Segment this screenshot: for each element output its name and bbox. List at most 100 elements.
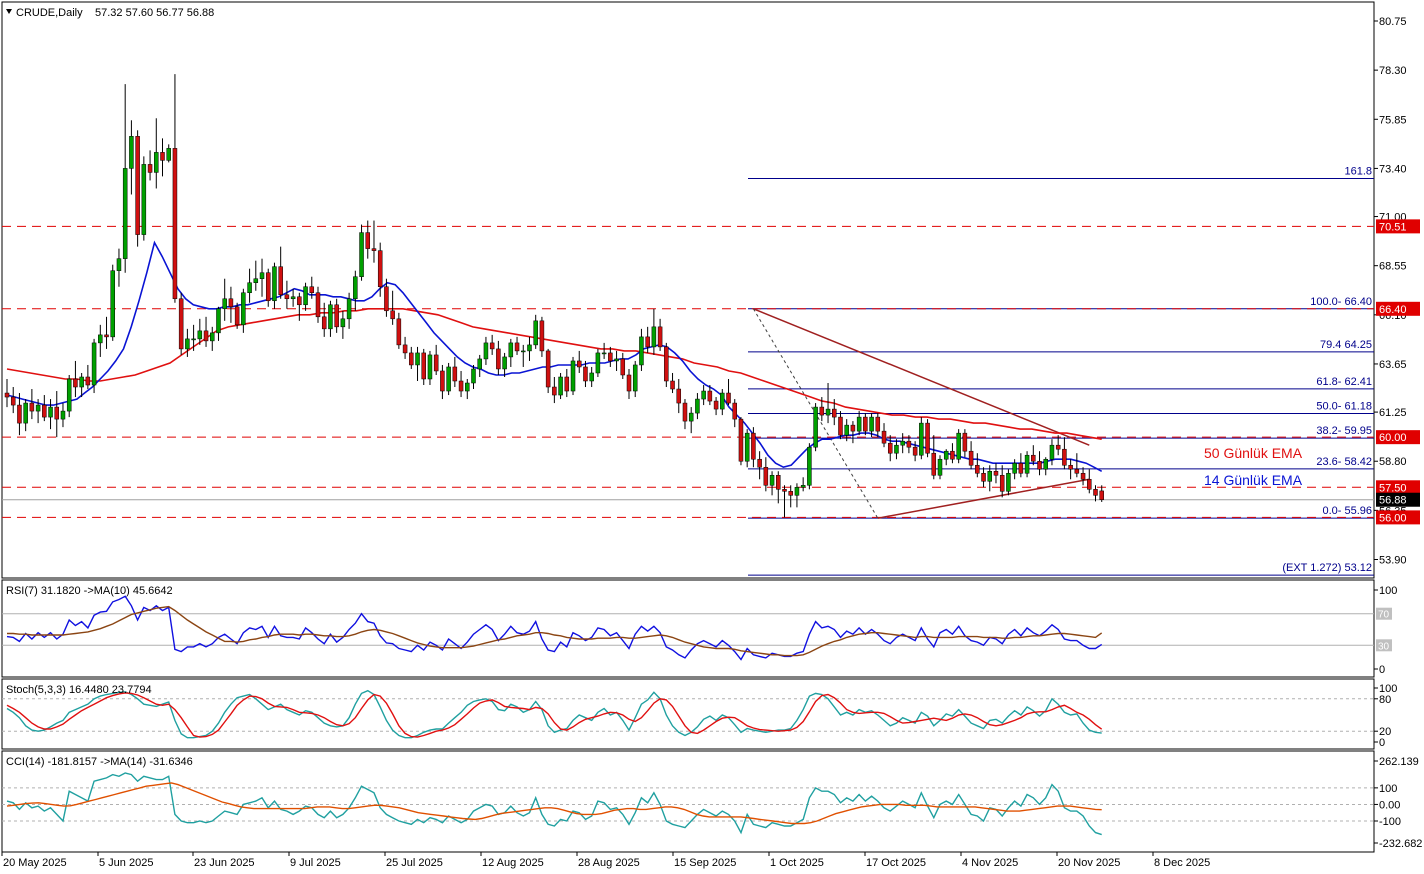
candle	[353, 270, 358, 311]
candle-body	[129, 136, 134, 169]
candle	[203, 316, 209, 347]
candle-body	[713, 400, 719, 410]
cci-panel[interactable]: 262.139 100 0.00 -100 -232.682 CCI(14) -181.8…	[1, 750, 1422, 853]
candle-body	[496, 348, 501, 370]
time-tick-label: 17 Oct 2025	[866, 857, 926, 869]
candle-body	[4, 392, 10, 398]
candle	[328, 300, 333, 337]
price-panel[interactable]: 80.7578.3075.8573.4071.0068.5566.1063.65…	[1, 1, 1420, 579]
candle	[415, 346, 420, 382]
candle	[620, 352, 626, 379]
dropdown-triangle-icon[interactable]	[6, 9, 12, 14]
candle	[259, 258, 265, 297]
time-tick-label: 23 Jun 2025	[194, 857, 255, 869]
candle-body	[253, 278, 259, 283]
candle-body	[825, 408, 831, 416]
candle	[321, 302, 327, 337]
candle	[309, 276, 315, 299]
candle	[825, 383, 831, 424]
candle	[564, 368, 570, 398]
candle	[950, 443, 955, 464]
candle	[794, 483, 800, 508]
candle-body	[346, 298, 352, 320]
candle-body	[303, 286, 308, 306]
stoch-frame	[1, 678, 1375, 750]
level-price-label: 56.00	[1379, 512, 1407, 524]
time-tick-label: 20 May 2025	[3, 857, 67, 869]
candle	[66, 374, 72, 418]
candle	[838, 411, 843, 440]
candle-body	[210, 332, 215, 342]
candle-body	[191, 338, 196, 341]
candle-body	[42, 404, 47, 418]
rising-trendline	[877, 478, 1090, 519]
rsi-level-label: 70	[1378, 610, 1390, 621]
candle	[452, 356, 458, 388]
candle	[297, 292, 302, 321]
candle-body	[427, 354, 433, 380]
candle	[999, 465, 1005, 498]
candle	[85, 364, 91, 390]
candle-body	[794, 487, 800, 496]
candle-body	[906, 440, 912, 448]
candle	[508, 338, 514, 367]
candle	[1074, 453, 1080, 478]
candle-body	[85, 376, 91, 386]
candle	[315, 286, 321, 323]
candle	[228, 286, 234, 323]
candle-body	[757, 458, 762, 468]
candle-body	[203, 330, 209, 342]
cci-tick-label: 262.139	[1379, 756, 1419, 768]
candle-body	[185, 338, 190, 350]
candle-body	[701, 390, 706, 400]
candle-body	[533, 320, 538, 346]
chart-header: CRUDE,Daily 57.32 57.60 56.77 56.88	[6, 7, 214, 19]
candle	[813, 403, 818, 452]
candle-body	[141, 164, 147, 235]
fib-level-label: 100.0- 66.40	[1310, 296, 1372, 308]
candle	[247, 268, 252, 303]
candle	[54, 391, 60, 438]
candle-body	[987, 471, 993, 482]
rsi-tick-label: 0	[1379, 664, 1385, 676]
candle-body	[664, 346, 669, 382]
candle-body	[999, 475, 1005, 492]
candle-body	[545, 350, 551, 388]
candle-body	[1093, 489, 1098, 496]
candle	[682, 399, 688, 430]
candle-body	[645, 336, 650, 348]
candle	[993, 463, 999, 484]
candle	[956, 429, 961, 464]
candle	[514, 336, 520, 355]
candle	[154, 118, 159, 189]
time-tick-label: 20 Nov 2025	[1058, 857, 1120, 869]
candle-body	[110, 270, 115, 338]
candle-body	[968, 450, 974, 466]
candle	[732, 399, 737, 428]
candle-body	[1018, 462, 1024, 474]
rsi-panel[interactable]: 100 0 RSI(7) 31.1820 ->MA(10) 45.6642 70 30	[1, 579, 1397, 678]
candle-body	[1055, 444, 1061, 450]
rsi-level-label: 30	[1378, 641, 1390, 652]
fib-level-label: 79.4 64.25	[1320, 339, 1372, 351]
candle	[110, 264, 115, 341]
candle-body	[956, 432, 961, 460]
candle	[334, 298, 339, 333]
candle	[1006, 469, 1011, 496]
candle	[545, 348, 551, 394]
candle-body	[614, 358, 619, 362]
candle-body	[962, 432, 968, 452]
candle	[931, 435, 937, 480]
candle-body	[23, 402, 28, 424]
candle-body	[458, 380, 464, 392]
candle-body	[297, 296, 302, 306]
candle-body	[925, 422, 930, 454]
candle-body	[1062, 448, 1067, 466]
candle-body	[744, 432, 750, 462]
candle-body	[819, 406, 825, 416]
candle	[483, 336, 489, 365]
candle-body	[788, 491, 793, 496]
candle-body	[881, 430, 887, 444]
candle	[1024, 451, 1030, 478]
